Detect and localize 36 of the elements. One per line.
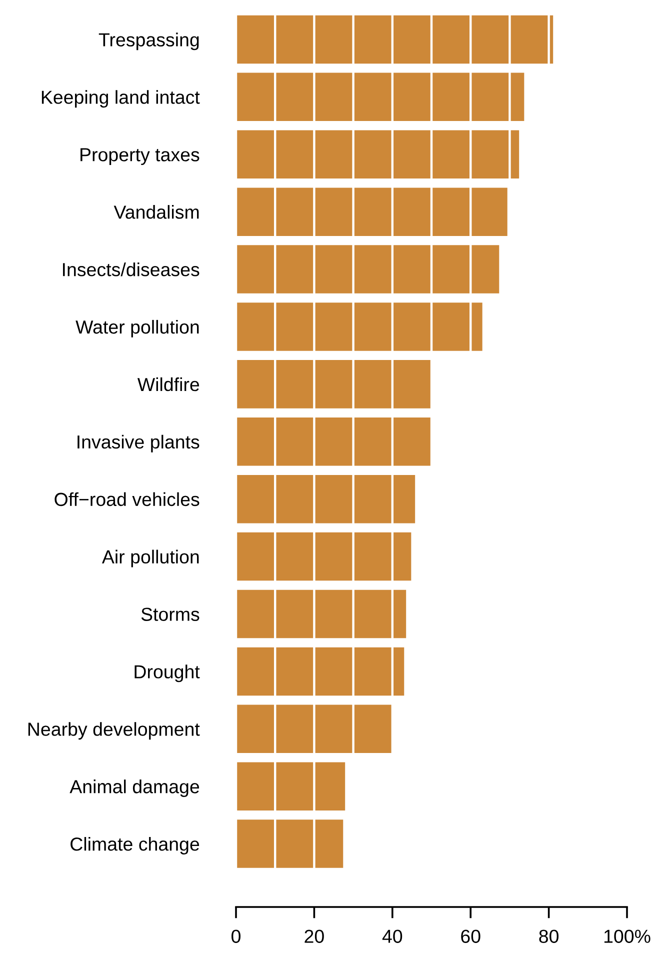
bar — [236, 590, 406, 638]
y-tick-label: Invasive plants — [78, 434, 200, 452]
bar — [236, 360, 432, 408]
bar — [236, 647, 404, 696]
bar — [236, 762, 346, 810]
bar — [236, 245, 500, 294]
x-tick-label: 80 — [539, 930, 558, 943]
bar — [236, 532, 412, 581]
y-tick-label: Climate change — [70, 837, 200, 854]
y-tick-label: Keeping land intact — [42, 90, 200, 108]
x-tick-label: 40 — [382, 930, 402, 943]
x-tick-label: 0 — [232, 930, 240, 943]
y-tick-label: Nearby development — [28, 722, 200, 740]
y-tick-label: Vandalism — [114, 205, 199, 219]
y-tick-label: Air pollution — [102, 550, 199, 568]
y-tick-label: Insects/diseases — [63, 262, 200, 276]
bar — [236, 820, 344, 868]
y-tick-label: Off−road vehicles — [54, 492, 200, 506]
bar — [236, 130, 520, 179]
x-tick-label: 100% — [604, 930, 650, 943]
bar — [236, 474, 416, 524]
bar — [236, 72, 524, 122]
x-tick-label: 20 — [304, 930, 324, 943]
y-tick-label: Wildfire — [137, 377, 200, 392]
y-tick-label: Property taxes — [80, 148, 200, 166]
y-tick-label: Trespassing — [98, 32, 199, 50]
y-tick-label: Storms — [141, 608, 200, 621]
y-tick-label: Drought — [134, 664, 200, 682]
x-tick-label: 60 — [461, 930, 480, 943]
bar — [236, 302, 482, 351]
bar — [236, 418, 432, 466]
bar — [236, 15, 554, 64]
y-tick-label: Water pollution — [76, 320, 199, 338]
bar — [236, 704, 392, 754]
bar — [236, 188, 508, 236]
y-tick-label: Animal damage — [70, 780, 200, 798]
